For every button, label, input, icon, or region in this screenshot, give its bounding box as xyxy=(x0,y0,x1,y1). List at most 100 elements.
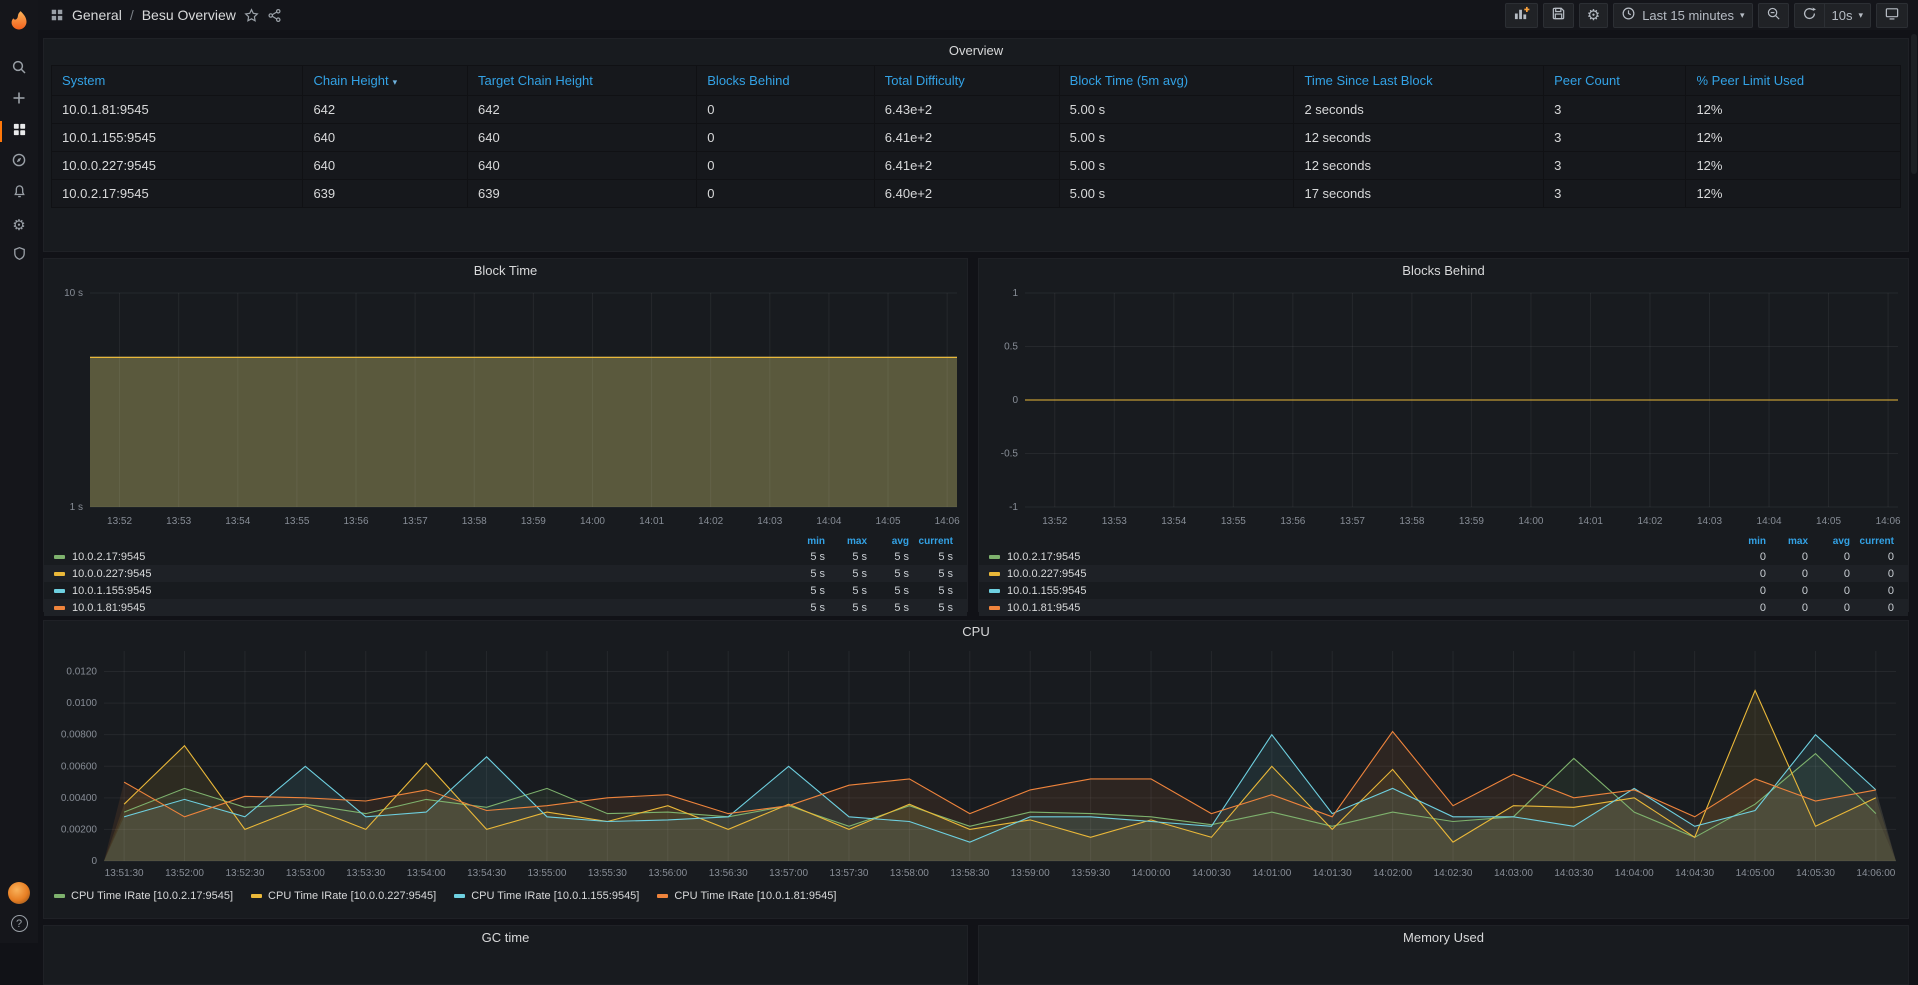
legend-stat-label[interactable]: min xyxy=(783,536,825,547)
column-header[interactable]: System xyxy=(52,66,303,96)
series-color-swatch[interactable] xyxy=(54,555,65,559)
legend-stat-label[interactable]: max xyxy=(1766,536,1808,547)
legend-item[interactable]: CPU Time IRate [10.0.2.17:9545] xyxy=(54,890,233,902)
legend-stat-value: 5 s xyxy=(783,551,825,563)
cpu-plot-area[interactable]: 13:51:3013:52:0013:52:3013:53:0013:53:30… xyxy=(44,643,1908,881)
svg-text:1: 1 xyxy=(1012,288,1018,299)
panel-title-memory-used[interactable]: Memory Used xyxy=(979,926,1908,950)
panel-title-block-time[interactable]: Block Time xyxy=(44,259,967,283)
sidebar-item-create[interactable] xyxy=(0,85,38,116)
legend-stat-label[interactable]: max xyxy=(825,536,867,547)
legend-stat-label[interactable]: avg xyxy=(1808,536,1850,547)
series-name[interactable]: 10.0.1.155:9545 xyxy=(1007,585,1087,597)
sidebar-item-configuration[interactable]: ⚙ xyxy=(0,209,38,240)
explore-icon xyxy=(11,152,27,173)
scrollbar-thumb[interactable] xyxy=(1911,34,1917,174)
series-name[interactable]: 10.0.1.81:9545 xyxy=(72,602,145,614)
legend-stat-value: 0 xyxy=(1724,585,1766,597)
refresh-interval-picker[interactable]: 10s ▾ xyxy=(1824,3,1872,28)
column-header[interactable]: Chain Height▾ xyxy=(303,66,468,96)
block-time-plot-area[interactable]: 13:5213:5313:5413:5513:5613:5713:5813:59… xyxy=(44,283,967,529)
series-name[interactable]: 10.0.0.227:9545 xyxy=(1007,568,1087,580)
legend-stats-header: minmaxavgcurrent xyxy=(44,534,967,548)
legend-stat-value: 5 s xyxy=(783,602,825,614)
column-header[interactable]: Blocks Behind xyxy=(697,66,875,96)
legend-stat-value: 5 s xyxy=(867,551,909,563)
legend-stat-value: 5 s xyxy=(909,602,967,614)
svg-text:13:54: 13:54 xyxy=(225,516,250,527)
sidebar-item-help[interactable]: ? xyxy=(0,908,38,939)
legend-stat-value: 0 xyxy=(1808,602,1850,614)
table-cell: 639 xyxy=(468,180,697,208)
legend-stat-label[interactable]: current xyxy=(909,536,967,547)
series-name[interactable]: 10.0.2.17:9545 xyxy=(72,551,145,563)
series-color-swatch[interactable] xyxy=(989,555,1000,559)
series-name[interactable]: 10.0.2.17:9545 xyxy=(1007,551,1080,563)
column-header[interactable]: Target Chain Height xyxy=(468,66,697,96)
series-name[interactable]: 10.0.0.227:9545 xyxy=(72,568,152,580)
legend-stat-value: 0 xyxy=(1850,585,1908,597)
breadcrumb-folder[interactable]: General xyxy=(72,7,122,23)
panel-title-blocks-behind[interactable]: Blocks Behind xyxy=(979,259,1908,283)
column-header[interactable]: % Peer Limit Used xyxy=(1686,66,1901,96)
series-name[interactable]: 10.0.1.81:9545 xyxy=(1007,602,1080,614)
legend-stat-label[interactable]: current xyxy=(1850,536,1908,547)
refresh-button[interactable] xyxy=(1794,3,1824,28)
legend-item[interactable]: CPU Time IRate [10.0.1.155:9545] xyxy=(454,890,639,902)
svg-text:13:59: 13:59 xyxy=(521,516,546,527)
series-color-swatch[interactable] xyxy=(54,606,65,610)
legend-stat-value: 0 xyxy=(1766,551,1808,563)
star-icon[interactable] xyxy=(244,8,259,23)
sidebar-item-dashboards[interactable] xyxy=(0,116,38,147)
grafana-logo[interactable] xyxy=(4,6,34,36)
series-color-swatch[interactable] xyxy=(54,589,65,593)
svg-text:13:52:00: 13:52:00 xyxy=(165,868,204,879)
sidebar-item-profile[interactable] xyxy=(0,877,38,908)
time-range-picker[interactable]: Last 15 minutes ▾ xyxy=(1613,3,1752,28)
legend-stat-value: 0 xyxy=(1724,568,1766,580)
column-header[interactable]: Time Since Last Block xyxy=(1294,66,1544,96)
panel-title-gc-time[interactable]: GC time xyxy=(44,926,967,950)
block-time-chart: 13:5213:5313:5413:5513:5613:5713:5813:59… xyxy=(44,283,967,534)
legend-stat-value: 5 s xyxy=(909,585,967,597)
series-color-swatch xyxy=(657,894,668,898)
legend-stat-label[interactable]: min xyxy=(1724,536,1766,547)
panel-title-overview[interactable]: Overview xyxy=(44,39,1908,63)
svg-text:13:53: 13:53 xyxy=(166,516,191,527)
sidebar-item-explore[interactable] xyxy=(0,147,38,178)
save-dashboard-button[interactable] xyxy=(1543,3,1574,28)
add-panel-button[interactable] xyxy=(1505,3,1538,28)
sidebar-item-alerting[interactable] xyxy=(0,178,38,209)
sidebar-item-search[interactable] xyxy=(0,54,38,85)
column-header[interactable]: Total Difficulty xyxy=(874,66,1059,96)
table-row: 10.0.0.227:954564064006.41e+25.00 s12 se… xyxy=(52,152,1901,180)
series-name[interactable]: 10.0.1.155:9545 xyxy=(72,585,152,597)
column-header[interactable]: Peer Count xyxy=(1544,66,1686,96)
share-icon[interactable] xyxy=(267,8,282,23)
svg-text:0.0120: 0.0120 xyxy=(66,667,97,678)
series-color-swatch[interactable] xyxy=(54,572,65,576)
blocks-behind-plot-area[interactable]: 13:5213:5313:5413:5513:5613:5713:5813:59… xyxy=(979,283,1908,529)
series-color-swatch[interactable] xyxy=(989,606,1000,610)
svg-text:14:02: 14:02 xyxy=(1637,516,1662,527)
zoom-out-button[interactable] xyxy=(1758,3,1789,28)
search-icon xyxy=(11,59,27,80)
breadcrumb-dashboard-title: Besu Overview xyxy=(142,7,236,23)
tv-mode-button[interactable] xyxy=(1876,3,1908,28)
series-color-swatch[interactable] xyxy=(989,572,1000,576)
column-header[interactable]: Block Time (5m avg) xyxy=(1059,66,1294,96)
legend-item[interactable]: CPU Time IRate [10.0.0.227:9545] xyxy=(251,890,436,902)
table-cell: 3 xyxy=(1544,124,1686,152)
svg-text:13:57:00: 13:57:00 xyxy=(769,868,808,879)
table-row: 10.0.2.17:954563963906.40e+25.00 s17 sec… xyxy=(52,180,1901,208)
sidebar-item-server-admin[interactable] xyxy=(0,240,38,271)
legend-item[interactable]: CPU Time IRate [10.0.1.81:9545] xyxy=(657,890,836,902)
sidebar: ⚙ ? xyxy=(0,0,38,943)
legend-stat-label[interactable]: avg xyxy=(867,536,909,547)
svg-text:14:00:00: 14:00:00 xyxy=(1132,868,1171,879)
panel-title-cpu[interactable]: CPU xyxy=(44,621,1908,643)
dashboard-settings-button[interactable]: ⚙ xyxy=(1579,3,1608,28)
series-color-swatch[interactable] xyxy=(989,589,1000,593)
series-color-swatch xyxy=(454,894,465,898)
svg-text:13:57: 13:57 xyxy=(1340,516,1365,527)
